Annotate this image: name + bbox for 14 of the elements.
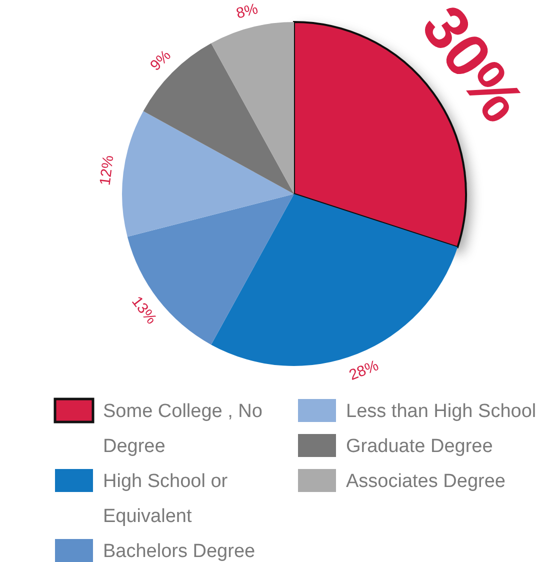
data-label: 28% <box>346 357 381 384</box>
legend-label: Associates Degree <box>346 471 506 492</box>
pie-slice <box>211 22 294 194</box>
legend-label: Some College , No Degree <box>103 401 262 457</box>
data-label: 12% <box>96 154 118 186</box>
pie-slice <box>122 111 294 237</box>
data-label: 8% <box>234 0 260 22</box>
legend-label: High School or Equivalent <box>103 471 228 527</box>
legend-label: Less than High School <box>346 401 536 422</box>
legend-label: Bachelors Degree <box>103 541 256 562</box>
data-label: 9% <box>147 47 174 74</box>
pie-slice <box>127 194 294 345</box>
legend-label: Graduate Degree <box>346 436 493 457</box>
pie-slice <box>143 43 294 194</box>
